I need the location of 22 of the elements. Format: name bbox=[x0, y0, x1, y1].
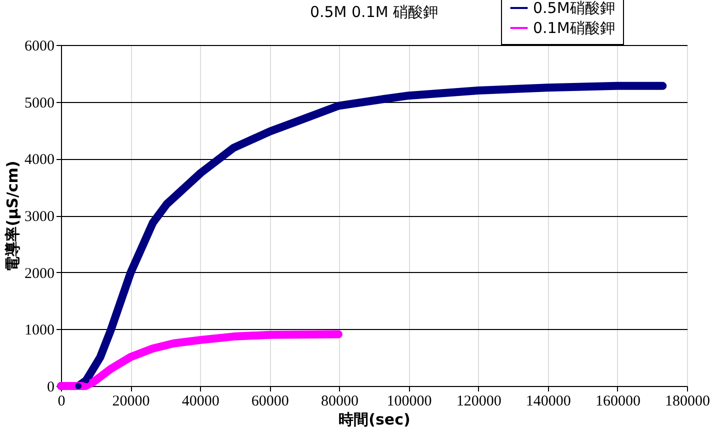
y-tick-label: 4000 bbox=[24, 152, 54, 168]
legend-label: 0.5M硝酸鉀 bbox=[533, 0, 615, 17]
y-tick-label: 5000 bbox=[24, 95, 54, 112]
x-tick-label: 120000 bbox=[456, 394, 502, 410]
x-tick-label: 20000 bbox=[112, 394, 150, 410]
y-tick-label: 1000 bbox=[24, 322, 54, 339]
y-axis-title: 電導率(μS/cm) bbox=[4, 160, 22, 272]
x-tick-label: 180000 bbox=[665, 394, 710, 410]
x-tick-label: 160000 bbox=[595, 394, 640, 410]
y-tick-label: 0 bbox=[47, 380, 54, 396]
x-tick-label: 60000 bbox=[251, 394, 289, 410]
x-tick-label: 140000 bbox=[526, 394, 571, 410]
y-tick-label: 6000 bbox=[24, 38, 54, 54]
x-tick-label: 40000 bbox=[182, 394, 220, 410]
x-tick-label: 0 bbox=[58, 394, 66, 410]
x-axis-title: 時間(sec) bbox=[338, 410, 410, 428]
legend-label: 0.1M硝酸鉀 bbox=[533, 19, 615, 37]
chart-title: 0.5M 0.1M 硝酸鉀 bbox=[310, 3, 438, 21]
y-tick-label: 3000 bbox=[24, 209, 54, 225]
x-tick-label: 80000 bbox=[320, 394, 358, 410]
x-tick-label: 100000 bbox=[386, 394, 432, 410]
y-tick-label: 2000 bbox=[24, 266, 54, 282]
